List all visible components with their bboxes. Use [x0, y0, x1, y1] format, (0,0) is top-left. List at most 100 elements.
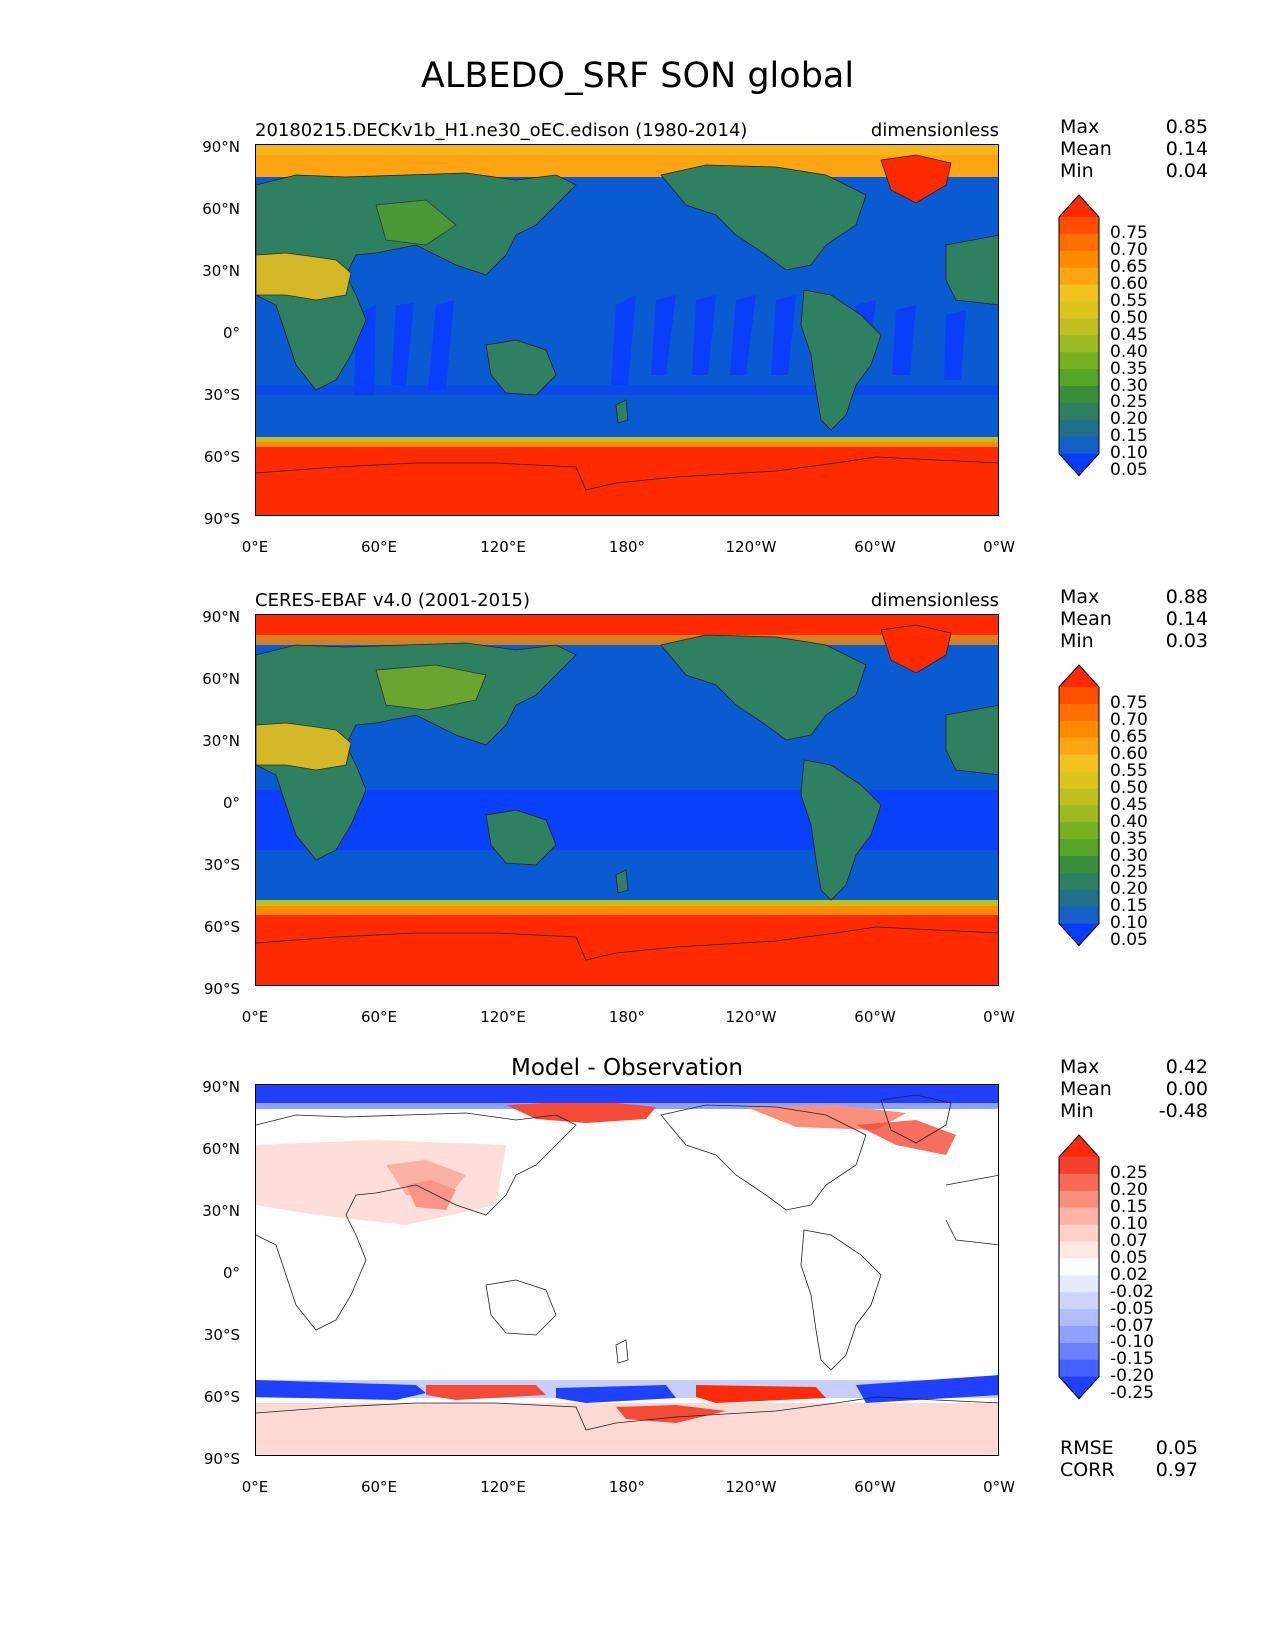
colorbar-segment [1059, 889, 1099, 908]
panel-title-left: 20180215.DECKv1b_H1.ne30_oEC.edison (198… [255, 120, 748, 141]
lon-label-60w: 60°W [854, 1478, 896, 1496]
colorbar-extend-top [1059, 1135, 1099, 1157]
lon-label-180: 180° [608, 1478, 646, 1496]
colorbar-tick-label: -0.05 [1110, 1298, 1154, 1319]
stat-mean: 0.14 [1165, 608, 1208, 630]
lon-label-120w: 120°W [725, 538, 777, 556]
lat-label-90n: 90°N [202, 1078, 240, 1096]
lat-label-90n: 90°N [202, 138, 240, 156]
colorbar-tick-label: 0.30 [1110, 845, 1148, 866]
colorbar-tick-label: 0.70 [1110, 710, 1148, 731]
colorbar-segment [1059, 1157, 1099, 1175]
colorbar-tick-label: 0.15 [1110, 896, 1148, 917]
lat-label-0: 0° [222, 1264, 240, 1282]
colorbar-tick-label: 0.30 [1110, 375, 1148, 396]
colorbar-tick-label: 0.60 [1110, 744, 1148, 765]
colorbar-segment [1059, 301, 1099, 319]
colorbar-tick-label: 0.25 [1110, 862, 1148, 883]
colorbar-segment [1059, 1275, 1099, 1293]
lon-label-120e: 120°E [480, 1008, 526, 1026]
colorbar-extend-bottom [1059, 453, 1099, 476]
colorbar-segment [1059, 737, 1099, 756]
colorbar-tick-label: 0.02 [1110, 1264, 1148, 1285]
colorbar-segment [1059, 318, 1099, 336]
lat-label-90s: 90°S [203, 980, 240, 998]
colorbar-tick-label: 0.75 [1110, 693, 1148, 714]
colorbar-tick-label: -0.10 [1110, 1332, 1154, 1353]
lon-label-60e: 60°E [360, 1008, 398, 1026]
colorbar-segment [1059, 335, 1099, 353]
panel-diff: Model - Observation [0, 1055, 1275, 1516]
colorbar-segment [1059, 906, 1099, 925]
lat-label-60n: 60°N [202, 670, 240, 688]
rmse-label: RMSE [1060, 1437, 1114, 1459]
lon-label-0w: 0°W [983, 538, 1015, 556]
lon-label-120w: 120°W [725, 1008, 777, 1026]
lon-label-0w: 0°W [983, 1008, 1015, 1026]
lat-label-30n: 30°N [202, 732, 240, 750]
lat-label-30n: 30°N [202, 262, 240, 280]
stat-mean-label: Mean [1060, 138, 1112, 160]
stat-mean-label: Mean [1060, 608, 1112, 630]
colorbar-tick-label: 0.35 [1110, 828, 1148, 849]
colorbar-outline [1058, 194, 1100, 477]
colorbar-segment [1059, 720, 1099, 739]
corr-value: 0.97 [1155, 1459, 1198, 1481]
colorbar-segment [1059, 402, 1099, 421]
stat-mean: 0.00 [1165, 1078, 1208, 1100]
lat-label-60s: 60°S [203, 1388, 240, 1406]
colorbar-tick-label: 0.60 [1110, 274, 1148, 295]
colorbar-tick-label: 0.05 [1110, 460, 1148, 480]
colorbar-segment [1059, 822, 1099, 840]
colorbar-tick-label: 0.70 [1110, 240, 1148, 261]
lat-label-90s: 90°S [203, 1450, 240, 1468]
stats-diff: Max 0.42 Mean 0.00 Min -0.48 [1060, 1056, 1208, 1122]
colorbar-segment [1059, 703, 1099, 722]
colorbar-tick-label: -0.15 [1110, 1349, 1154, 1370]
colorbar-segment [1059, 1173, 1099, 1192]
lon-label-0e: 0°E [241, 538, 269, 556]
lat-label-30s: 30°S [203, 1326, 240, 1344]
stat-mean: 0.14 [1165, 138, 1208, 160]
stat-max-label: Max [1060, 586, 1100, 608]
map-diff [255, 1084, 999, 1456]
lon-label-180: 180° [608, 1008, 646, 1026]
colorbar-segment [1059, 805, 1099, 823]
stat-max: 0.85 [1165, 116, 1208, 138]
lat-label-30s: 30°S [203, 386, 240, 404]
lat-label-60s: 60°S [203, 918, 240, 936]
colorbar-graphic [1058, 1134, 1100, 1400]
colorbar-tick-label: 0.25 [1110, 392, 1148, 413]
colorbar-tick-label: -0.07 [1110, 1315, 1154, 1336]
lat-label-0: 0° [222, 794, 240, 812]
lon-label-60w: 60°W [854, 1008, 896, 1026]
stat-max: 0.88 [1165, 586, 1208, 608]
colorbar-tick-label: 0.50 [1110, 777, 1148, 798]
lon-label-0e: 0°E [241, 1478, 269, 1496]
corr-label: CORR [1060, 1459, 1115, 1481]
colorbar-segment [1059, 687, 1099, 705]
colorbar-tick-label: 0.40 [1110, 811, 1148, 832]
lat-label-90n: 90°N [202, 608, 240, 626]
colorbar-tick-label: -0.02 [1110, 1281, 1154, 1302]
colorbar-segment [1059, 1241, 1099, 1259]
colorbar-segment [1059, 788, 1099, 806]
colorbar-tick-label: 0.10 [1110, 913, 1148, 934]
panel-model: 20180215.DECKv1b_H1.ne30_oEC.edison (198… [0, 116, 1275, 576]
colorbar-segment [1059, 217, 1099, 235]
colorbar-segment [1059, 1258, 1099, 1276]
panel-units: dimensionless [870, 590, 999, 611]
colorbar-segment [1059, 233, 1099, 252]
colorbar-tick-label: 0.50 [1110, 307, 1148, 328]
lat-label-90s: 90°S [203, 510, 240, 528]
panel-title-center: Model - Observation [510, 1055, 744, 1081]
lat-label-30n: 30°N [202, 1202, 240, 1220]
metrics-block: RMSE 0.05 CORR 0.97 [1060, 1437, 1198, 1481]
colorbar-segment [1059, 1207, 1099, 1226]
panel-title-left: CERES-EBAF v4.0 (2001-2015) [255, 590, 531, 611]
colorbar-segment [1059, 250, 1099, 269]
stat-min-label: Min [1060, 1100, 1094, 1122]
stats-model: Max 0.85 Mean 0.14 Min 0.04 [1060, 116, 1208, 182]
colorbar-tick-label: 0.07 [1110, 1231, 1148, 1251]
colorbar-tick-label: -0.25 [1110, 1383, 1154, 1404]
